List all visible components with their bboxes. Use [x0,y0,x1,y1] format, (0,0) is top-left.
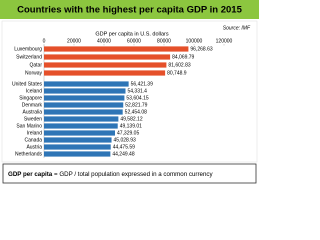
bar [44,70,166,76]
category-label: Canada [24,137,42,143]
bar [44,130,115,136]
value-label: 53,604.15 [126,95,148,101]
category-label: Qatar [29,62,42,68]
note-text: = GDP / total population expressed in a … [54,171,214,178]
bar [44,137,112,143]
category-label: Denmark [22,102,43,108]
value-label: 49,582.12 [120,116,142,122]
value-label: 44,475.59 [113,144,135,150]
title-band [0,0,259,19]
chart-title: Countries with the highest per capita GD… [17,5,242,16]
bar [44,81,129,87]
x-tick-label: 0 [43,38,46,44]
note-bold: GDP per capita [8,171,53,178]
value-label: 47,329.05 [117,130,139,136]
x-tick-label: 60000 [127,38,141,44]
category-label: Austria [26,144,42,150]
page: {"chart_data": {"type": "barh", "title":… [0,0,259,184]
x-tick-label: 100000 [186,38,203,44]
category-label: Sweden [24,116,42,122]
value-label: 45,028.93 [114,137,136,143]
source: Source: IMF [223,25,251,31]
category-label: Ireland [27,130,43,136]
category-label: Norway [25,70,42,76]
bar [44,151,111,157]
category-label: United States [12,81,43,87]
value-label: 44,249.48 [112,151,134,157]
x-tick-label: 20000 [67,38,81,44]
category-label: Australia [23,109,43,115]
value-label: 56,421.39 [131,81,153,87]
x-tick-label: 40000 [97,38,111,44]
bar [44,144,111,150]
x-tick-label: 80000 [157,38,171,44]
category-label: Switzerland [16,54,42,60]
bar [44,88,126,94]
bar [44,102,124,108]
bar [44,116,119,122]
bar [44,46,189,52]
note-box [2,163,257,184]
note: GDP per capita = GDP / total population … [8,171,213,178]
category-label: Singapore [19,95,42,101]
value-label: 49,139.01 [120,123,142,129]
bar [44,95,125,101]
value-label: 84,069.79 [172,54,194,60]
chart: Countries with the highest per capita GD… [0,0,259,184]
value-label: 54,331.4 [127,88,147,94]
x-tick-label: 120000 [216,38,233,44]
category-label: Netherlands [15,151,42,157]
category-label: Iceland [26,88,42,94]
value-label: 52,821.79 [125,102,147,108]
value-label: 52,454.08 [125,109,147,115]
bar [44,109,123,115]
value-label: 96,268.63 [190,46,212,52]
x-axis-label: GDP per capita in U.S. dollars [95,31,169,37]
value-label: 80,748.9 [167,70,187,76]
bar [44,54,171,60]
category-label: San Marino [16,123,42,129]
category-label: Luxembourg [14,46,42,52]
bar [44,123,118,129]
value-label: 81,602.83 [168,62,190,68]
bar [44,62,167,68]
